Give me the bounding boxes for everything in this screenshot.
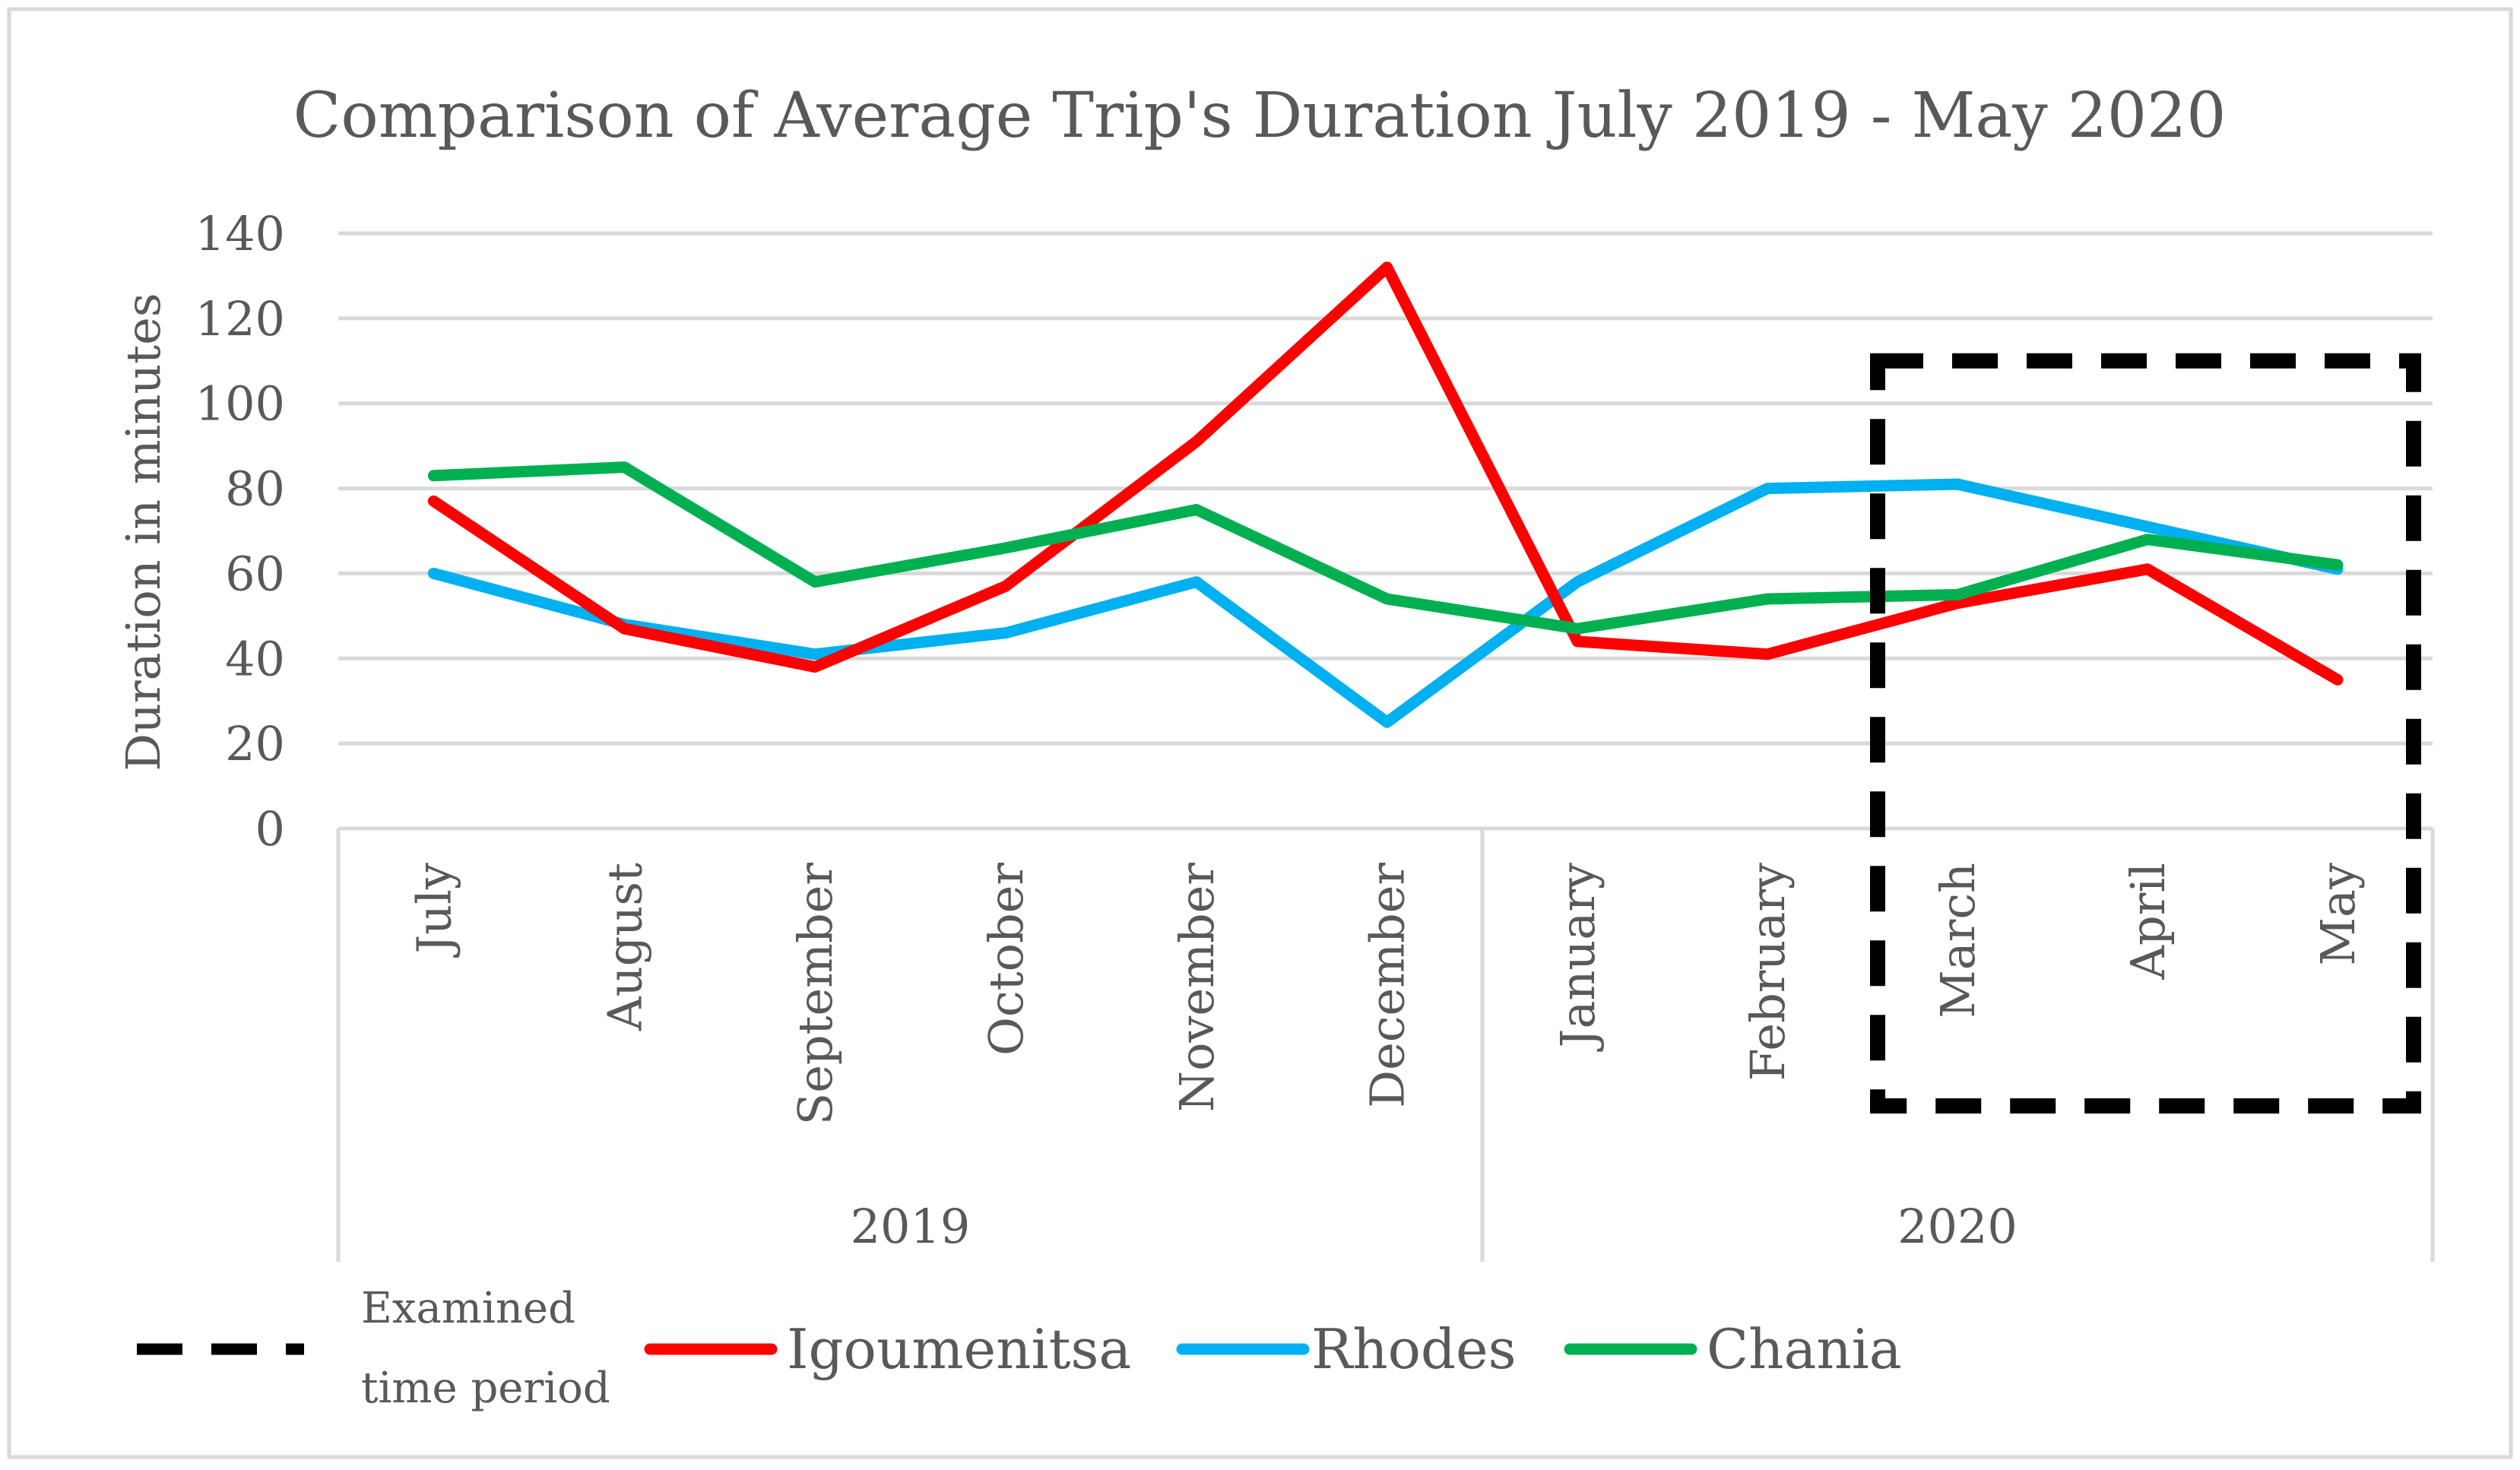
data-point <box>2336 678 2339 682</box>
y-tick-label: 20 <box>225 716 285 771</box>
data-point <box>813 652 817 656</box>
data-point <box>2336 563 2339 567</box>
y-tick-label: 100 <box>195 376 285 432</box>
data-point <box>1003 546 1007 550</box>
x-tick-label: July <box>406 863 461 958</box>
data-point <box>1956 593 1959 597</box>
x-tick-label: August <box>597 863 652 1031</box>
y-tick-label: 140 <box>195 206 285 261</box>
examined-period-box <box>1870 353 2421 1114</box>
data-point <box>1956 482 1959 486</box>
y-tick-label: 80 <box>225 461 285 517</box>
chart-title: Comparison of Average Trip's Duration Ju… <box>293 80 2227 152</box>
group-label: 2020 <box>1897 1199 2018 1254</box>
data-point <box>813 665 817 669</box>
x-tick-label: November <box>1169 863 1225 1112</box>
data-point <box>1194 508 1198 512</box>
data-point <box>432 572 436 575</box>
data-point <box>1576 580 1579 584</box>
legend-label-examined-line1: Examined <box>361 1284 575 1333</box>
chart-frame <box>7 7 2513 1459</box>
data-point <box>2146 524 2149 528</box>
series-igoumenitsa <box>427 261 2344 686</box>
x-tick-label: February <box>1740 863 1796 1081</box>
x-tick-label: April <box>2120 863 2176 981</box>
data-point <box>1385 597 1389 600</box>
data-point <box>1194 580 1198 584</box>
x-tick-label: March <box>1930 863 1986 1019</box>
data-point <box>813 580 817 584</box>
examined-period-rect <box>1870 353 2421 1114</box>
legend-label-examined-line2: time period <box>361 1364 610 1413</box>
gridlines <box>338 231 2433 746</box>
data-point <box>1766 486 1769 490</box>
data-point <box>1003 631 1007 635</box>
data-point <box>1766 652 1769 656</box>
data-point <box>623 465 626 469</box>
legend-label-chania: Chania <box>1707 1317 1902 1381</box>
data-point <box>432 474 436 477</box>
data-point <box>2146 537 2149 541</box>
legend-label-igoumenitsa: Igoumenitsa <box>787 1317 1131 1381</box>
data-point <box>1576 639 1579 643</box>
data-point <box>1385 721 1389 724</box>
x-tick-label: September <box>788 863 843 1126</box>
y-tick-label: 40 <box>225 631 285 686</box>
y-tick-label: 0 <box>255 801 285 857</box>
data-point <box>1956 601 1959 605</box>
x-tick-label: October <box>978 863 1034 1056</box>
legend: Examined time period Igoumenitsa Rhodes Chan… <box>137 1284 1902 1413</box>
data-point <box>432 499 436 503</box>
data-point <box>1194 440 1198 444</box>
data-point <box>1385 265 1389 269</box>
y-tick-label: 120 <box>195 291 285 347</box>
data-point <box>1576 627 1579 631</box>
y-tick-label: 60 <box>225 546 285 601</box>
data-point <box>1003 585 1007 588</box>
data-point <box>2146 567 2149 571</box>
legend-label-rhodes: Rhodes <box>1311 1317 1517 1381</box>
data-point <box>1766 597 1769 600</box>
y-axis-label: Duration in minutes <box>116 293 171 771</box>
x-tick-label: May <box>2310 863 2366 965</box>
series <box>427 261 2344 728</box>
data-point <box>623 627 626 631</box>
group-label: 2019 <box>851 1199 971 1254</box>
x-tick-label: December <box>1360 863 1415 1108</box>
x-tick-label: January <box>1550 863 1606 1052</box>
series-chania <box>427 461 2344 635</box>
axes: 0 20 40 60 80 100 120 140 July August September Oct… <box>195 206 2435 1262</box>
